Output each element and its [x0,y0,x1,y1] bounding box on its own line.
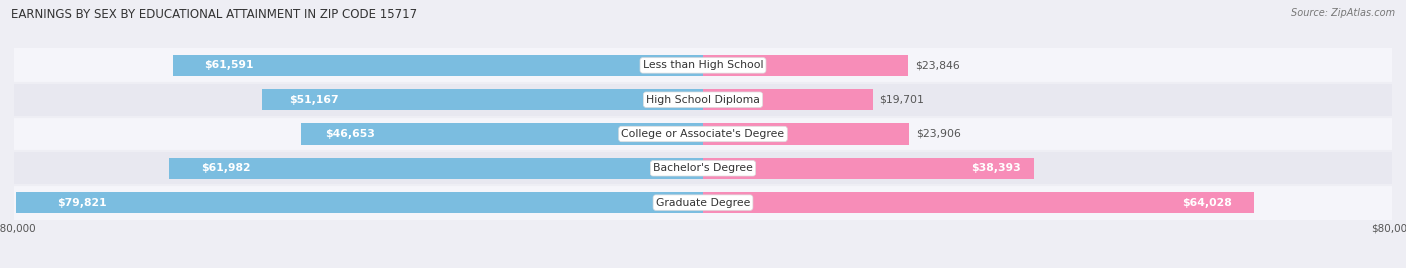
Text: Source: ZipAtlas.com: Source: ZipAtlas.com [1291,8,1395,18]
Bar [703,89,873,110]
Text: $38,393: $38,393 [970,163,1021,173]
Bar [703,123,908,145]
Bar [169,158,703,179]
Text: High School Diploma: High School Diploma [647,95,759,105]
Text: $61,591: $61,591 [204,60,254,70]
Text: $46,653: $46,653 [325,129,375,139]
Bar [14,83,1392,117]
Bar [14,117,1392,151]
Bar [173,55,703,76]
Text: $61,982: $61,982 [201,163,250,173]
Text: $51,167: $51,167 [288,95,339,105]
Bar [263,89,703,110]
Bar [703,158,1033,179]
Text: $23,906: $23,906 [915,129,960,139]
Text: Graduate Degree: Graduate Degree [655,198,751,208]
Bar [703,55,908,76]
Text: $19,701: $19,701 [880,95,924,105]
Text: College or Associate's Degree: College or Associate's Degree [621,129,785,139]
Text: $23,846: $23,846 [915,60,960,70]
Text: $64,028: $64,028 [1182,198,1232,208]
Bar [14,185,1392,220]
Text: Less than High School: Less than High School [643,60,763,70]
Text: EARNINGS BY SEX BY EDUCATIONAL ATTAINMENT IN ZIP CODE 15717: EARNINGS BY SEX BY EDUCATIONAL ATTAINMEN… [11,8,418,21]
Text: $79,821: $79,821 [56,198,107,208]
Bar [301,123,703,145]
Bar [14,151,1392,185]
Bar [703,192,1254,213]
Bar [14,48,1392,83]
Bar [15,192,703,213]
Text: Bachelor's Degree: Bachelor's Degree [652,163,754,173]
